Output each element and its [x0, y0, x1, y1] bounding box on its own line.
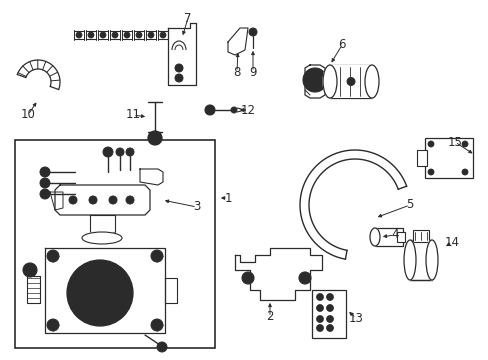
Polygon shape — [27, 276, 40, 303]
Circle shape — [109, 196, 117, 204]
Text: 13: 13 — [348, 311, 363, 324]
Circle shape — [151, 319, 163, 331]
Bar — [416, 150, 426, 166]
Circle shape — [326, 324, 333, 332]
Circle shape — [40, 178, 50, 188]
Bar — [409, 240, 431, 280]
Text: 2: 2 — [265, 310, 273, 324]
Polygon shape — [305, 65, 325, 98]
Text: 11: 11 — [125, 108, 140, 122]
Circle shape — [103, 147, 113, 157]
Circle shape — [427, 141, 433, 147]
Polygon shape — [17, 60, 60, 90]
Circle shape — [116, 148, 124, 156]
Circle shape — [69, 196, 77, 204]
Text: 14: 14 — [444, 235, 459, 248]
Circle shape — [303, 68, 326, 92]
Circle shape — [76, 32, 82, 38]
Bar — [329, 65, 371, 98]
Bar — [374, 228, 402, 246]
Text: 12: 12 — [240, 104, 255, 117]
Text: 15: 15 — [447, 135, 462, 148]
Polygon shape — [90, 215, 115, 232]
Polygon shape — [50, 192, 63, 210]
Circle shape — [67, 260, 133, 326]
Circle shape — [316, 324, 323, 332]
Text: 5: 5 — [406, 198, 413, 211]
Circle shape — [124, 32, 130, 38]
Text: 7: 7 — [184, 12, 191, 24]
Circle shape — [151, 250, 163, 262]
Ellipse shape — [369, 228, 379, 246]
Circle shape — [316, 315, 323, 323]
Circle shape — [148, 131, 162, 145]
Polygon shape — [300, 150, 406, 259]
Text: 3: 3 — [193, 201, 200, 213]
Circle shape — [89, 196, 97, 204]
Circle shape — [316, 305, 323, 311]
Text: 6: 6 — [338, 39, 345, 51]
Circle shape — [175, 64, 183, 72]
Ellipse shape — [323, 65, 336, 98]
Bar — [424, 138, 472, 178]
Circle shape — [242, 272, 253, 284]
Circle shape — [248, 28, 257, 36]
Circle shape — [316, 293, 323, 301]
Circle shape — [151, 134, 159, 142]
Circle shape — [47, 250, 59, 262]
Polygon shape — [168, 23, 196, 85]
Circle shape — [157, 342, 167, 352]
Ellipse shape — [364, 65, 378, 98]
Circle shape — [40, 189, 50, 199]
Circle shape — [230, 107, 237, 113]
Circle shape — [307, 73, 321, 87]
Circle shape — [160, 32, 165, 38]
Circle shape — [175, 74, 183, 82]
Ellipse shape — [425, 240, 437, 280]
Circle shape — [90, 283, 110, 303]
Circle shape — [100, 32, 106, 38]
Polygon shape — [45, 248, 164, 333]
Polygon shape — [164, 278, 177, 303]
Text: 9: 9 — [249, 66, 256, 78]
Text: 4: 4 — [390, 229, 398, 242]
Circle shape — [40, 167, 50, 177]
Circle shape — [126, 148, 134, 156]
Circle shape — [461, 169, 467, 175]
Polygon shape — [227, 28, 247, 55]
Circle shape — [326, 315, 333, 323]
Circle shape — [23, 263, 37, 277]
Circle shape — [136, 32, 142, 38]
Circle shape — [461, 141, 467, 147]
Bar — [412, 230, 428, 242]
Text: 10: 10 — [20, 108, 35, 122]
Ellipse shape — [82, 232, 122, 244]
Ellipse shape — [403, 240, 415, 280]
Circle shape — [204, 105, 215, 115]
Bar — [396, 232, 404, 242]
Circle shape — [298, 272, 310, 284]
Circle shape — [427, 169, 433, 175]
Polygon shape — [235, 248, 321, 300]
Circle shape — [326, 293, 333, 301]
Circle shape — [26, 266, 34, 274]
Text: 8: 8 — [233, 66, 240, 78]
Circle shape — [148, 32, 154, 38]
Text: 1: 1 — [224, 192, 231, 204]
Circle shape — [88, 32, 94, 38]
Polygon shape — [140, 169, 163, 185]
Circle shape — [47, 319, 59, 331]
Circle shape — [326, 305, 333, 311]
Circle shape — [346, 77, 354, 85]
Circle shape — [126, 196, 134, 204]
Bar — [311, 290, 346, 338]
Circle shape — [78, 271, 122, 315]
Circle shape — [112, 32, 118, 38]
Bar — [15, 140, 215, 348]
Polygon shape — [55, 185, 150, 215]
